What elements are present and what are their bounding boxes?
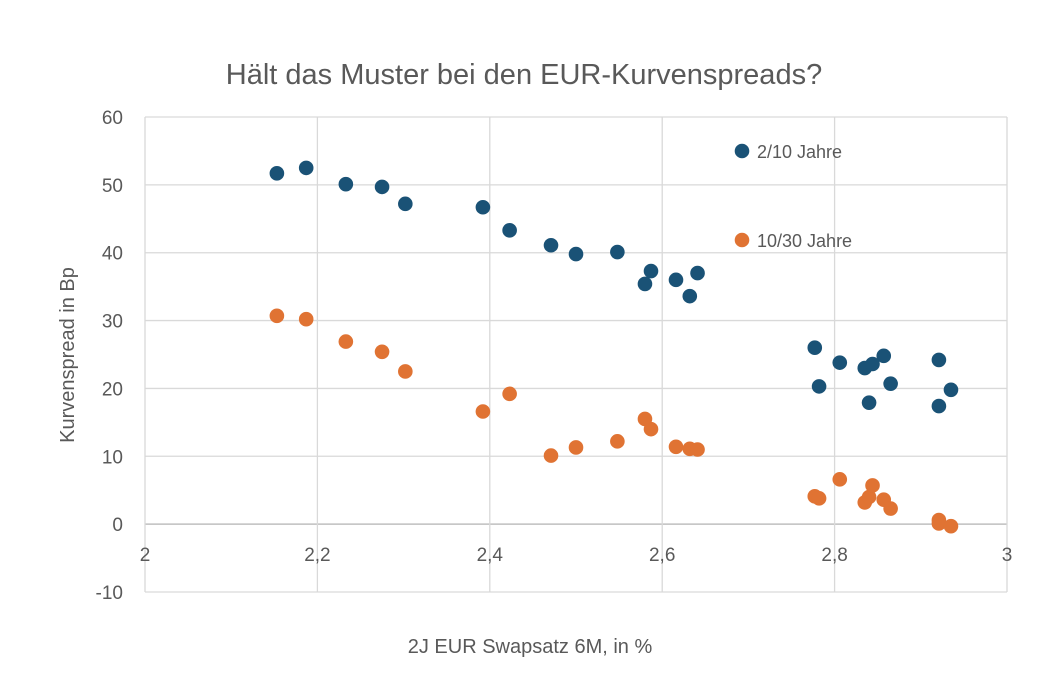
x-tick-label: 2,4 (477, 545, 504, 566)
point-2-10-jahre (374, 179, 390, 195)
point-2-10-jahre (682, 288, 698, 304)
point-10-30-jahre (943, 518, 959, 534)
point-10-30-jahre (832, 472, 848, 487)
x-tick-label: 2,8 (821, 545, 847, 566)
point-2-10-jahre (475, 199, 491, 215)
legend-marker (734, 232, 750, 248)
point-10-30-jahre (690, 442, 705, 457)
x-axis-title: 2J EUR Swapsatz 6M, in % (408, 636, 653, 658)
point-2-10-jahre (610, 244, 625, 260)
point-2-10-jahre (943, 382, 959, 398)
point-10-30-jahre (374, 344, 390, 360)
point-2-10-jahre (832, 355, 848, 370)
point-2-10-jahre (643, 263, 659, 279)
point-2-10-jahre (931, 398, 947, 414)
y-tick-label: 40 (102, 244, 123, 265)
point-10-30-jahre (883, 501, 898, 516)
point-10-30-jahre (861, 489, 877, 505)
point-2-10-jahre (637, 276, 653, 292)
point-10-30-jahre (269, 308, 285, 324)
point-2-10-jahre (861, 395, 877, 410)
point-10-30-jahre (811, 491, 827, 506)
data-points (269, 160, 959, 534)
point-2-10-jahre (690, 265, 705, 281)
point-10-30-jahre (298, 311, 314, 327)
x-tick-label: 2,6 (649, 545, 675, 566)
point-2-10-jahre (876, 348, 892, 364)
y-tick-label: 10 (102, 447, 123, 468)
point-10-30-jahre (475, 404, 491, 419)
point-2-10-jahre (668, 272, 684, 288)
point-2-10-jahre (398, 196, 413, 212)
point-2-10-jahre (543, 237, 559, 253)
point-2-10-jahre (568, 246, 584, 262)
y-tick-label: 30 (102, 312, 123, 333)
point-2-10-jahre (807, 340, 823, 356)
tick-labels: -10 0 10 20 30 40 50 60 2 2,2 2,4 2,6 2,8 3 (96, 108, 1013, 604)
point-10-30-jahre (668, 439, 684, 455)
y-tick-label: -10 (96, 583, 123, 604)
point-2-10-jahre (865, 356, 880, 372)
point-10-30-jahre (502, 386, 517, 402)
point-10-30-jahre (865, 478, 880, 493)
point-2-10-jahre (338, 176, 354, 192)
x-tick-label: 2 (140, 545, 151, 566)
point-10-30-jahre (568, 440, 584, 455)
legend-label: 2/10 Jahre (757, 142, 842, 162)
point-10-30-jahre (398, 364, 413, 379)
y-tick-label: 50 (102, 176, 123, 197)
y-tick-label: 60 (102, 108, 123, 129)
point-10-30-jahre (643, 421, 659, 437)
chart-title: Hält das Muster bei den EUR-Kurvenspread… (226, 59, 822, 91)
legend: 2/10 Jahre 10/30 Jahre (734, 142, 852, 251)
point-10-30-jahre (610, 434, 625, 449)
point-2-10-jahre (298, 160, 314, 176)
point-2-10-jahre (269, 166, 285, 181)
point-2-10-jahre (883, 376, 898, 391)
point-2-10-jahre (931, 352, 947, 368)
y-axis-title: Kurvenspread in Bp (57, 267, 79, 443)
point-2-10-jahre (811, 379, 827, 394)
x-tick-label: 3 (1002, 545, 1013, 566)
y-tick-label: 20 (102, 379, 123, 400)
y-tick-label: 0 (112, 515, 123, 536)
point-2-10-jahre (502, 223, 517, 238)
point-10-30-jahre (543, 448, 559, 463)
point-10-30-jahre (338, 334, 354, 349)
legend-label: 10/30 Jahre (757, 231, 852, 251)
point-10-30-jahre (931, 516, 947, 531)
legend-marker (734, 143, 750, 159)
x-tick-label: 2,2 (304, 545, 330, 566)
